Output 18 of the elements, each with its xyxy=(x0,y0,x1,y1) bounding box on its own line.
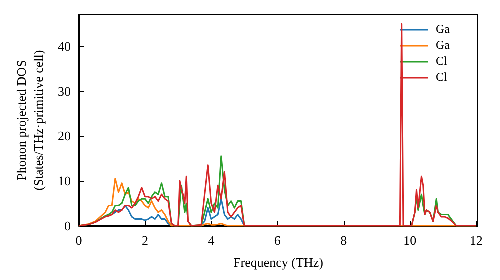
y-tick-label: 0 xyxy=(64,218,71,234)
y-axis-title: Phonon projected DOS (States/THz·primitive cell) xyxy=(14,50,46,191)
x-tick-label: 12 xyxy=(470,233,483,248)
y-tick-label: 40 xyxy=(58,38,71,54)
y-tick-label: 30 xyxy=(58,84,71,99)
x-tick-label: 6 xyxy=(274,233,282,248)
x-axis-title: Frequency (THz) xyxy=(234,255,324,270)
legend-label: Cl xyxy=(436,54,448,68)
x-tick-label: 0 xyxy=(76,233,82,248)
y-tick-label: 10 xyxy=(58,174,71,189)
x-tick-label: 4 xyxy=(208,233,216,248)
x-tick-label: 8 xyxy=(340,233,348,248)
x-tick-label: 2 xyxy=(142,233,148,248)
legend-label: Ga xyxy=(436,38,451,52)
y-tick-label: 20 xyxy=(58,128,71,144)
legend-label: Cl xyxy=(436,70,448,84)
legend-label: Ga xyxy=(436,22,451,36)
x-tick-label: 10 xyxy=(404,233,417,248)
